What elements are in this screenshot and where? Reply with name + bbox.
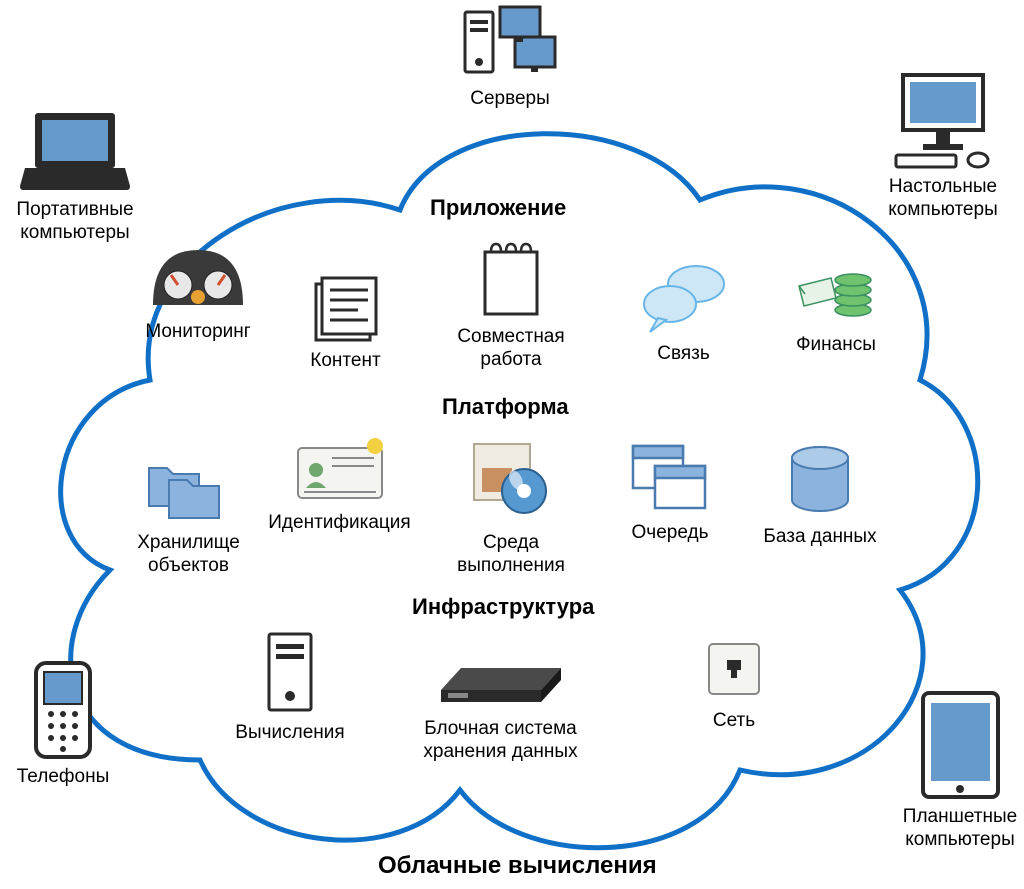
- section-platform: Платформа: [442, 394, 569, 420]
- desktop-icon: [888, 70, 998, 170]
- tower-icon: [261, 628, 319, 716]
- item-collaboration: Совместнаяработа: [446, 240, 576, 372]
- windows-icon: [625, 438, 715, 516]
- item-object-storage: Хранилищеобъектов: [116, 448, 261, 578]
- device-tablets: Планшетныекомпьютеры: [898, 690, 1022, 852]
- folders-icon: [141, 448, 236, 526]
- device-phones-label: Телефоны: [17, 766, 109, 789]
- device-phones: Телефоны: [18, 660, 108, 789]
- section-infrastructure: Инфраструктура: [412, 594, 594, 620]
- item-object-storage-label: Хранилищеобъектов: [137, 532, 240, 578]
- money-icon: [791, 258, 881, 328]
- item-compute-label: Вычисления: [235, 722, 344, 745]
- item-block-storage-label: Блочная системахранения данных: [423, 718, 577, 764]
- main-title: Облачные вычисления: [378, 852, 657, 880]
- device-laptops-label: Портативныекомпьютеры: [16, 199, 133, 245]
- speech-icon: [636, 262, 731, 337]
- laptop-icon: [20, 108, 130, 193]
- notepad-icon: [477, 240, 545, 320]
- item-finance: Финансы: [786, 258, 886, 357]
- item-network-label: Сеть: [713, 710, 755, 733]
- item-monitoring: Мониторинг: [138, 240, 258, 344]
- cylinder-icon: [780, 440, 860, 520]
- network-icon: [699, 634, 769, 704]
- item-monitoring-label: Мониторинг: [145, 321, 250, 344]
- idcard-icon: [290, 436, 390, 506]
- device-desktops-label: Настольныекомпьютеры: [888, 176, 997, 222]
- item-network: Сеть: [694, 634, 774, 733]
- section-application: Приложение: [430, 195, 566, 221]
- item-compute: Вычисления: [230, 628, 350, 745]
- item-identity: Идентификация: [262, 436, 417, 535]
- item-database: База данных: [760, 440, 880, 549]
- item-block-storage: Блочная системахранения данных: [398, 650, 603, 764]
- item-runtime-label: Средавыполнения: [457, 532, 565, 578]
- device-tablets-label: Планшетныекомпьютеры: [903, 806, 1017, 852]
- device-laptops: Портативныекомпьютеры: [12, 108, 138, 245]
- item-queue-label: Очередь: [632, 522, 709, 545]
- item-content-label: Контент: [310, 350, 380, 373]
- item-queue: Очередь: [620, 438, 720, 545]
- item-identity-label: Идентификация: [268, 512, 410, 535]
- device-servers: Серверы: [460, 2, 560, 111]
- item-database-label: База данных: [763, 526, 876, 549]
- device-servers-label: Серверы: [470, 88, 550, 111]
- tablet-icon: [918, 690, 1003, 800]
- item-finance-label: Финансы: [796, 334, 876, 357]
- dashboard-icon: [143, 240, 253, 315]
- blockstorage-icon: [426, 650, 576, 712]
- document-icon: [308, 272, 383, 344]
- item-runtime: Средавыполнения: [446, 436, 576, 578]
- runtime-icon: [466, 436, 556, 526]
- item-communication-label: Связь: [657, 343, 710, 366]
- item-collaboration-label: Совместнаяработа: [457, 326, 564, 372]
- item-communication: Связь: [636, 262, 731, 366]
- device-desktops: Настольныекомпьютеры: [878, 70, 1008, 222]
- phone-icon: [28, 660, 98, 760]
- item-content: Контент: [298, 272, 393, 373]
- server-icon: [460, 2, 560, 82]
